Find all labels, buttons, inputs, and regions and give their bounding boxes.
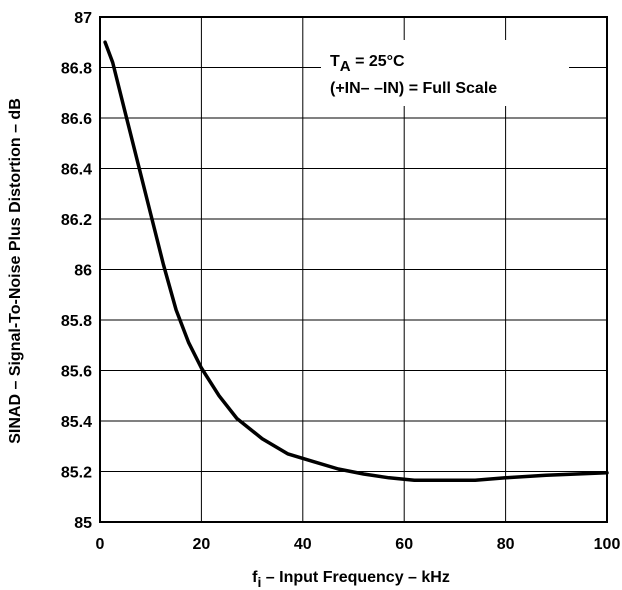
plot-frame bbox=[99, 16, 608, 523]
annotation-line1: TA = 25°C bbox=[330, 53, 405, 75]
x-tick-label: 100 bbox=[594, 536, 621, 553]
x-axis-title: fi – Input Frequency – kHz bbox=[252, 569, 450, 590]
y-axis-title: SINAD – Signal-To-Noise Plus Distortion … bbox=[7, 98, 24, 444]
x-tick-label: 20 bbox=[193, 536, 211, 553]
series-line bbox=[103, 40, 609, 483]
x-axis-subscript: i bbox=[257, 574, 261, 590]
y-tick-label: 87 bbox=[74, 10, 92, 27]
annotation-value: = 25°C bbox=[351, 53, 405, 70]
plot-border bbox=[99, 16, 608, 523]
data-series bbox=[103, 40, 609, 483]
annotation-subscript: A bbox=[340, 58, 351, 75]
y-tick-label: 86.4 bbox=[61, 162, 92, 179]
x-tick-label: 40 bbox=[294, 536, 312, 553]
y-tick-label: 85.4 bbox=[61, 414, 92, 431]
x-tick-label: 80 bbox=[497, 536, 515, 553]
annotation-symbol: T bbox=[330, 53, 340, 70]
y-tick-label: 85.8 bbox=[61, 313, 92, 330]
y-tick-label: 86 bbox=[74, 263, 92, 280]
annotation-background bbox=[321, 40, 569, 106]
y-tick-label: 86.8 bbox=[61, 61, 92, 78]
y-tick-label: 85.2 bbox=[61, 465, 92, 482]
y-tick-labels: 85 85.2 85.4 85.6 85.8 86 86.2 86.4 86.6 86.8 87 bbox=[61, 10, 92, 532]
y-tick-label: 85.6 bbox=[61, 364, 92, 381]
y-tick-label: 85 bbox=[74, 515, 92, 532]
annotation-box: TA = 25°C (+IN– –IN) = Full Scale bbox=[321, 40, 569, 106]
x-axis-text: – Input Frequency – kHz bbox=[261, 569, 449, 586]
x-tick-label: 60 bbox=[395, 536, 413, 553]
x-tick-labels: 0 20 40 60 80 100 bbox=[96, 536, 621, 553]
y-tick-label: 86.2 bbox=[61, 212, 92, 229]
annotation-line2: (+IN– –IN) = Full Scale bbox=[330, 80, 497, 97]
y-tick-label: 86.6 bbox=[61, 111, 92, 128]
x-tick-label: 0 bbox=[96, 536, 105, 553]
x-axis-symbol: f bbox=[252, 569, 258, 586]
